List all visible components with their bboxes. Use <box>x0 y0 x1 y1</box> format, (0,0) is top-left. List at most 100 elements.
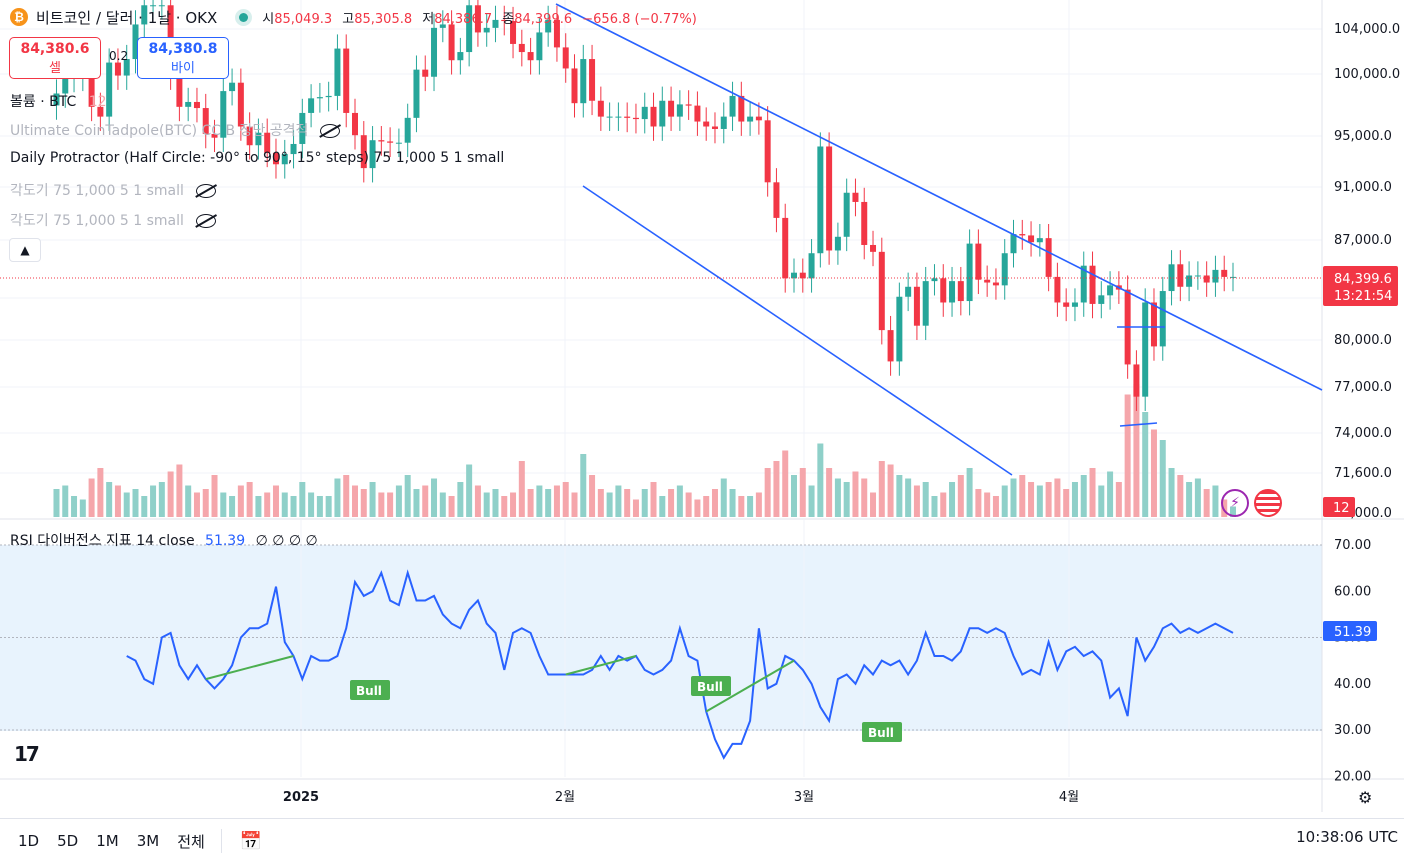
candle-body <box>1150 302 1157 347</box>
volume-legend-label: 볼륨 · BTC <box>10 94 77 110</box>
candle-body <box>106 62 113 117</box>
timeframe-5d[interactable]: 5D <box>57 832 79 850</box>
tradingview-logo[interactable]: 17 <box>14 742 40 766</box>
volume-bar <box>957 475 964 517</box>
candle-body <box>53 93 60 106</box>
lightning-icon[interactable]: ⚡ <box>1221 489 1249 517</box>
us-flag-icon[interactable] <box>1254 489 1282 517</box>
market-open-icon <box>239 12 249 22</box>
collapse-legend-button[interactable]: ▲ <box>9 238 41 262</box>
hidden-eye-icon[interactable] <box>195 184 216 198</box>
candle-body <box>1080 265 1087 303</box>
candle-body <box>896 296 903 362</box>
symbol-header: ₿ 비트코인 / 달러 · 1날 · OKX 시85,049.3 고85,305… <box>10 6 703 28</box>
timeframe-3m[interactable]: 3M <box>136 832 160 850</box>
volume-bar <box>62 485 69 517</box>
volume-bar <box>1177 475 1184 517</box>
volume-bar <box>439 492 446 517</box>
calendar-range-icon[interactable]: 📅 <box>239 830 263 852</box>
tadpole-legend[interactable]: Ultimate CoinTadpole(BTC) CC B 장단 공격적 <box>10 120 341 140</box>
volume-bar <box>237 485 244 517</box>
bull-divergence-line <box>705 659 795 713</box>
candle-body <box>1230 276 1236 278</box>
sell-button[interactable]: 84,380.6 셀 <box>9 37 101 79</box>
volume-bar <box>755 492 762 517</box>
protractor-legend-3[interactable]: 각도기 75 1,000 5 1 small <box>10 210 216 230</box>
candle-body <box>887 330 894 362</box>
volume-bar <box>88 478 95 517</box>
candle-body <box>211 133 218 138</box>
gear-icon[interactable]: ⚙ <box>1358 788 1373 807</box>
candle-body <box>1194 275 1201 277</box>
timeframe-1d[interactable]: 1D <box>18 832 40 850</box>
candle-body <box>975 243 982 280</box>
candle-body <box>281 154 288 165</box>
time-axis-label: 4월 <box>1059 790 1079 805</box>
candle-body <box>641 106 648 120</box>
protractor-legend[interactable]: Daily Protractor (Half Circle: -90° to 9… <box>10 150 505 166</box>
candle-body <box>632 117 639 120</box>
volume-bar <box>949 482 956 517</box>
candle-body <box>1071 302 1078 307</box>
volume-bar <box>176 464 183 517</box>
candle-body <box>1054 276 1061 303</box>
timeframe-1m[interactable]: 1M <box>96 832 119 850</box>
candle-body <box>1221 269 1228 277</box>
candle-body <box>545 19 552 33</box>
price-scale-label: 95,000.0 <box>1334 129 1392 144</box>
symbol-title[interactable]: 비트코인 / 달러 · 1날 · OKX <box>36 8 218 27</box>
volume-bar <box>913 485 920 517</box>
candle-body <box>369 140 376 169</box>
candle-body <box>237 82 244 127</box>
buy-button[interactable]: 84,380.8 바이 <box>137 37 229 79</box>
candle-body <box>1001 253 1008 286</box>
candle-body <box>1028 235 1035 243</box>
volume-bar <box>448 496 455 517</box>
candle-body <box>299 112 306 144</box>
volume-bar <box>334 478 341 517</box>
rsi-scale-label: 30.00 <box>1334 723 1371 738</box>
price-scale-label: 71,600.0 <box>1334 466 1392 481</box>
candle-body <box>352 112 358 136</box>
candle-body <box>360 135 367 169</box>
rsi-legend[interactable]: RSI 다이버전스 지표 14 close 51.39 ∅ ∅ ∅ ∅ <box>10 530 318 550</box>
volume-bar <box>229 496 236 517</box>
volume-bar <box>316 496 323 517</box>
candle-body <box>597 100 604 117</box>
candle-body <box>553 19 560 48</box>
volume-bar <box>843 482 850 517</box>
candle-body <box>457 52 464 61</box>
volume-badge <box>1323 497 1355 517</box>
hidden-eye-icon[interactable] <box>195 214 216 228</box>
bull-label: Bull <box>868 726 894 740</box>
volume-bar <box>272 485 279 517</box>
sell-price: 84,380.6 <box>20 40 90 57</box>
volume-bar <box>1010 478 1017 517</box>
timeframe-all[interactable]: 전체 <box>177 832 205 851</box>
candle-body <box>589 59 596 101</box>
volume-bar <box>536 485 543 517</box>
volume-bar <box>97 468 104 517</box>
volume-bar <box>826 468 833 517</box>
candle-body <box>729 95 736 117</box>
hidden-eye-icon[interactable] <box>320 124 341 138</box>
volume-bar <box>905 478 912 517</box>
protractor-legend-2[interactable]: 각도기 75 1,000 5 1 small <box>10 180 216 200</box>
candle-body <box>922 281 929 326</box>
volume-bar <box>1186 482 1193 517</box>
volume-bar <box>141 496 148 517</box>
volume-bar <box>1045 482 1052 517</box>
candle-body <box>527 52 534 61</box>
price-scale-label: 77,000.0 <box>1334 380 1392 395</box>
candle-body <box>448 24 455 61</box>
volume-bar <box>808 485 815 517</box>
volume-bar <box>1194 478 1201 517</box>
candle-body <box>1063 302 1070 307</box>
volume-bar <box>220 492 227 517</box>
utc-clock[interactable]: 10:38:06 UTC <box>1296 828 1398 846</box>
volume-bar <box>1107 471 1114 517</box>
volume-legend[interactable]: 볼륨 · BTC 12 <box>10 91 107 111</box>
volume-bar <box>782 450 789 517</box>
volume-bar <box>510 492 517 517</box>
